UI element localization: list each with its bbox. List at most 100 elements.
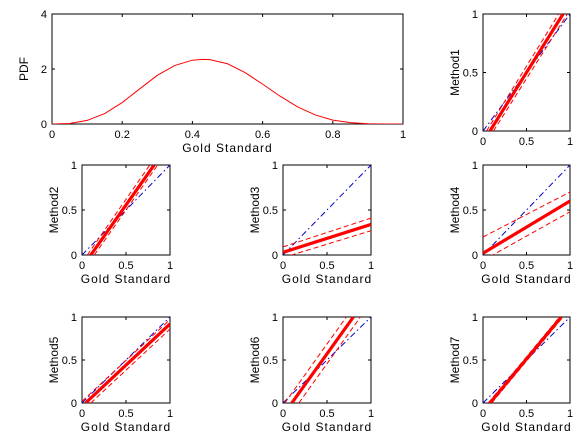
method2-fit-line bbox=[89, 165, 156, 255]
method4-ci-lower-line bbox=[491, 211, 570, 255]
method1-y-tick-label: 0.5 bbox=[463, 68, 478, 80]
method7-x-tick-label: 0.5 bbox=[519, 408, 534, 420]
pdf-x-tick-label: 1 bbox=[400, 129, 406, 141]
method4-plot-area bbox=[483, 165, 570, 255]
method6-y-tick-label: 0 bbox=[272, 398, 278, 410]
method3-identity-line bbox=[283, 165, 371, 255]
method6-y-tick-label: 1 bbox=[272, 312, 278, 324]
method6-x-tick-label: 0.5 bbox=[319, 408, 334, 420]
panel-method1: 0 0.5 1 0 0.5 1 Method1 bbox=[448, 9, 573, 148]
method2-x-tick-label: 0.5 bbox=[118, 260, 133, 272]
method7-y-tick-label: 0.5 bbox=[463, 355, 478, 367]
method4-x-tick-label: 0.5 bbox=[519, 260, 534, 272]
method3-x-tick-label: 1 bbox=[368, 260, 374, 272]
pdf-curve bbox=[52, 58, 403, 124]
method6-ci-upper-line bbox=[284, 317, 347, 403]
method5-x-tick-label: 0 bbox=[79, 408, 85, 420]
method2-ci-lower-line bbox=[93, 165, 159, 255]
method5-x-tick-label: 1 bbox=[167, 408, 173, 420]
method4-y-axis-label: Method4 bbox=[448, 186, 462, 233]
method1-ci-upper-line bbox=[486, 14, 560, 131]
method1-y-tick-label: 0 bbox=[472, 126, 478, 138]
method3-x-tick-label: 0.5 bbox=[319, 260, 334, 272]
method4-x-tick-label: 1 bbox=[567, 260, 573, 272]
method2-y-tick-label: 0 bbox=[71, 250, 77, 262]
method2-y-tick-label: 0.5 bbox=[62, 205, 77, 217]
method5-y-tick-label: 0.5 bbox=[62, 355, 77, 367]
method6-axes-box bbox=[282, 316, 372, 404]
method3-plot-area bbox=[283, 165, 371, 255]
panel-pdf: 0 0.2 0.4 0.6 0.8 1 0 2 4 Gold Standard PDF bbox=[17, 9, 406, 155]
method6-x-axis-label: Gold Standard bbox=[282, 420, 372, 434]
method4-y-tick-label: 0 bbox=[472, 250, 478, 262]
method2-x-tick-label: 0 bbox=[79, 260, 85, 272]
method2-y-tick-label: 1 bbox=[71, 160, 77, 172]
method7-x-tick-label: 1 bbox=[567, 408, 573, 420]
method3-x-axis-label: Gold Standard bbox=[282, 272, 372, 286]
pdf-axes-box bbox=[51, 13, 404, 125]
method4-y-tick-label: 1 bbox=[472, 160, 478, 172]
method3-ci-lower-line bbox=[290, 230, 371, 255]
pdf-x-tick-label: 0.6 bbox=[255, 129, 270, 141]
method4-fit-line bbox=[483, 199, 570, 255]
method6-plot-area bbox=[283, 317, 371, 403]
pdf-x-tick-label: 0.8 bbox=[325, 129, 340, 141]
method6-y-tick-label: 0.5 bbox=[263, 355, 278, 367]
method4-x-axis-label: Gold Standard bbox=[481, 272, 571, 286]
method1-x-tick-label: 0 bbox=[480, 136, 486, 148]
pdf-y-tick-label: 0 bbox=[41, 119, 47, 131]
pdf-x-axis-label: Gold Standard bbox=[182, 141, 272, 155]
method3-fit-line bbox=[283, 222, 371, 254]
method1-ci-lower-line bbox=[493, 14, 568, 131]
method7-fit-line bbox=[488, 317, 563, 403]
method6-x-tick-label: 1 bbox=[368, 408, 374, 420]
method3-y-axis-label: Method3 bbox=[248, 186, 262, 233]
pdf-x-tick-label: 0.2 bbox=[115, 129, 130, 141]
method5-ci-upper-line bbox=[82, 319, 170, 402]
method4-identity-line bbox=[483, 165, 570, 255]
method6-y-axis-label: Method6 bbox=[248, 336, 262, 383]
method7-plot-area bbox=[483, 317, 570, 403]
method6-x-tick-label: 0 bbox=[280, 408, 286, 420]
pdf-plot-area bbox=[52, 58, 403, 124]
method1-plot-area bbox=[483, 14, 570, 131]
method1-x-tick-label: 0.5 bbox=[519, 136, 534, 148]
method6-ci-lower-line bbox=[298, 317, 361, 403]
method5-y-tick-label: 1 bbox=[71, 312, 77, 324]
method4-ci-upper-line bbox=[483, 191, 570, 238]
method1-y-tick-label: 1 bbox=[472, 9, 478, 21]
pdf-y-tick-label: 2 bbox=[41, 64, 47, 76]
method5-x-axis-label: Gold Standard bbox=[81, 420, 171, 434]
pdf-x-tick-label: 0 bbox=[49, 129, 55, 141]
method5-x-tick-label: 0.5 bbox=[118, 408, 133, 420]
method1-y-axis-label: Method1 bbox=[448, 49, 462, 96]
method2-plot-area bbox=[82, 165, 170, 255]
method3-y-tick-label: 0 bbox=[272, 250, 278, 262]
pdf-x-tick-label: 0.4 bbox=[185, 129, 200, 141]
pdf-y-tick-label: 4 bbox=[41, 9, 47, 21]
method7-y-tick-label: 1 bbox=[472, 312, 478, 324]
method7-x-tick-label: 0 bbox=[480, 408, 486, 420]
method4-y-tick-label: 0.5 bbox=[463, 205, 478, 217]
method5-y-axis-label: Method5 bbox=[47, 336, 61, 383]
method5-plot-area bbox=[82, 317, 170, 403]
method3-y-tick-label: 1 bbox=[272, 160, 278, 172]
method2-ci-upper-line bbox=[86, 165, 151, 255]
method3-x-tick-label: 0 bbox=[280, 260, 286, 272]
method5-ci-lower-line bbox=[90, 328, 170, 403]
method3-y-tick-label: 0.5 bbox=[263, 205, 278, 217]
method4-x-tick-label: 0 bbox=[480, 260, 486, 272]
method7-y-axis-label: Method7 bbox=[448, 336, 462, 383]
method2-x-axis-label: Gold Standard bbox=[81, 272, 171, 286]
method6-fit-line bbox=[290, 317, 355, 403]
method5-y-tick-label: 0 bbox=[71, 398, 77, 410]
method2-x-tick-label: 1 bbox=[167, 260, 173, 272]
method7-x-axis-label: Gold Standard bbox=[481, 420, 571, 434]
